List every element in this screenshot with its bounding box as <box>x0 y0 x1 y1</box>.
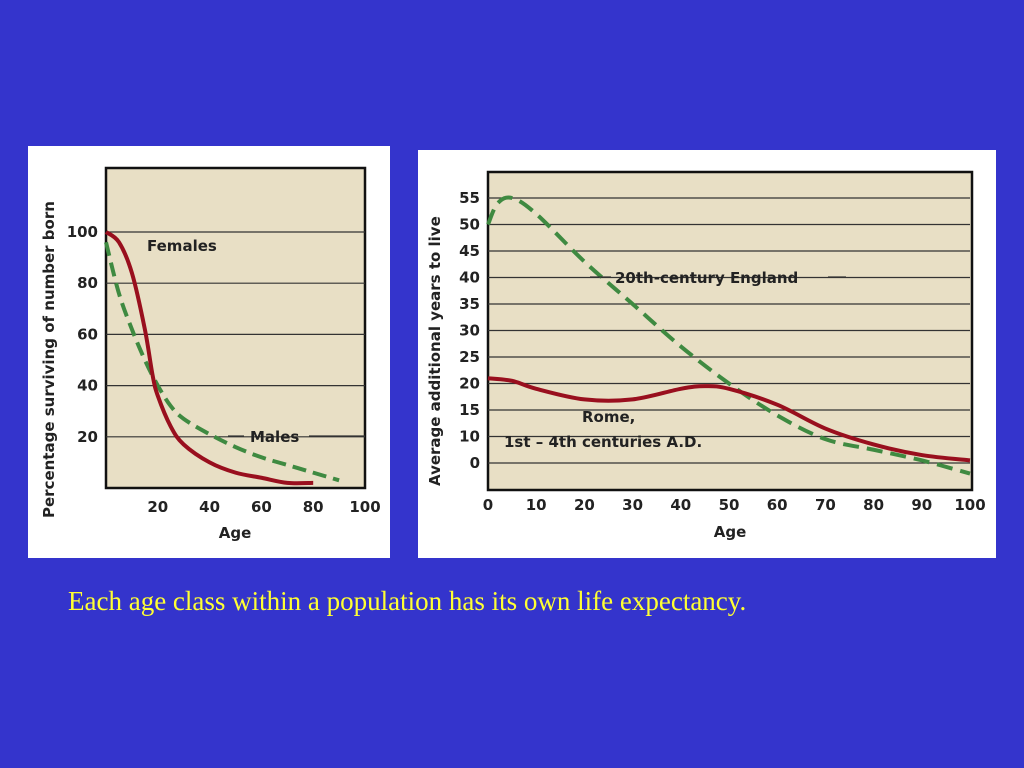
y-axis-title: Percentage surviving of number born <box>40 201 58 518</box>
series-label-rome-line1: Rome, <box>582 408 635 426</box>
plot-area <box>104 166 367 490</box>
life-expectancy-chart-panel: 0 10 20 30 40 50 60 70 80 90 100 0 10 15 20 25 30 35 40 45… <box>418 150 996 558</box>
x-tick-label: 20 <box>147 498 168 516</box>
y-tick-label: 60 <box>77 325 98 343</box>
y-tick-label: 55 <box>459 189 480 207</box>
series-label-males: Males <box>250 428 299 446</box>
x-tick-label: 60 <box>767 496 788 514</box>
x-axis-title: Age <box>714 523 747 541</box>
x-tick-label: 50 <box>719 496 740 514</box>
y-tick-label: 20 <box>459 375 480 393</box>
y-tick-label: 20 <box>77 428 98 446</box>
survivorship-chart-panel: 20 40 60 80 100 20 40 60 80 100 Age Percentage s… <box>28 146 390 558</box>
y-tick-label: 40 <box>459 269 480 287</box>
series-line-england <box>486 195 971 476</box>
x-tick-label: 10 <box>526 496 547 514</box>
life-expectancy-chart: 0 10 20 30 40 50 60 70 80 90 100 0 10 15 20 25 30 35 40 45… <box>426 170 986 541</box>
series-label-rome-line2: 1st – 4th centuries A.D. <box>504 433 702 451</box>
x-axis-title: Age <box>219 524 252 542</box>
x-tick-label: 40 <box>199 498 220 516</box>
y-tick-label: 80 <box>77 274 98 292</box>
series-label-england: 20th-century England <box>615 269 798 287</box>
x-tick-label: 80 <box>863 496 884 514</box>
x-tick-label: 0 <box>483 496 493 514</box>
series-label-females: Females <box>147 237 217 255</box>
y-tick-label: 40 <box>77 377 98 395</box>
series-line-rome <box>487 376 971 463</box>
y-axis-title: Average additional years to live <box>426 216 444 486</box>
y-tick-label: 15 <box>459 401 480 419</box>
x-tick-label: 100 <box>954 496 985 514</box>
x-tick-label: 100 <box>349 498 380 516</box>
x-tick-label: 40 <box>670 496 691 514</box>
y-tick-label: 25 <box>459 348 480 366</box>
y-tick-label: 0 <box>470 454 480 472</box>
y-tick-label: 50 <box>459 216 480 234</box>
x-tick-label: 70 <box>815 496 836 514</box>
x-tick-label: 60 <box>251 498 272 516</box>
series-line-males <box>104 241 340 483</box>
x-tick-label: 90 <box>911 496 932 514</box>
x-tick-label: 80 <box>303 498 324 516</box>
y-tick-label: 35 <box>459 295 480 313</box>
caption: Each age class within a population has i… <box>68 586 747 616</box>
survivorship-chart: 20 40 60 80 100 20 40 60 80 100 Age Percentage s… <box>40 166 381 542</box>
y-tick-label: 45 <box>459 242 480 260</box>
series-line-females <box>104 230 314 486</box>
x-tick-label: 30 <box>622 496 643 514</box>
x-tick-label: 20 <box>574 496 595 514</box>
y-tick-label: 10 <box>459 428 480 446</box>
y-tick-label: 100 <box>67 223 98 241</box>
y-tick-label: 30 <box>459 322 480 340</box>
